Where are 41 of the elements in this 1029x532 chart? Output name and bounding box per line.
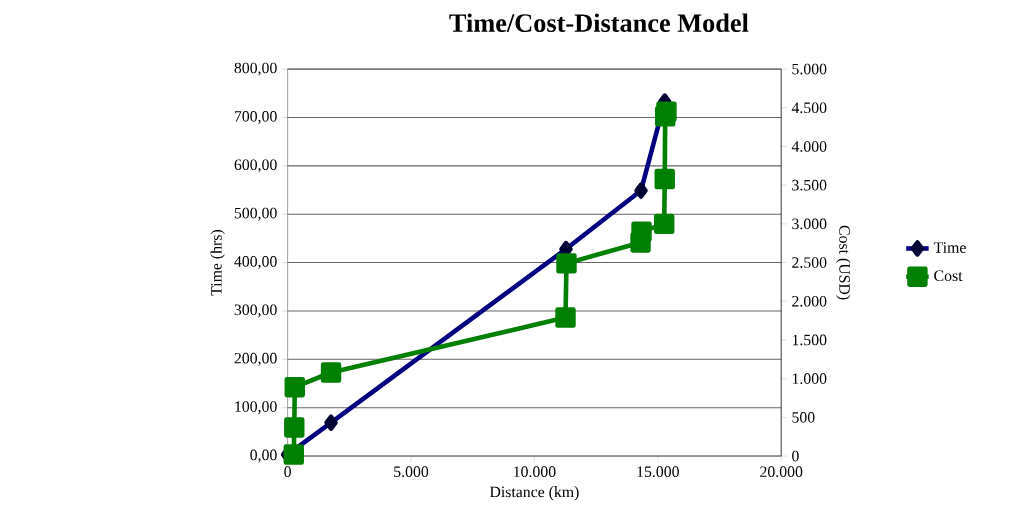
x-tick-label: 0 <box>284 466 291 477</box>
x-tick-label: 10.000 <box>514 466 556 478</box>
x-tick-label: 20.000 <box>760 466 803 478</box>
y-tick-label: 0,00 <box>250 449 277 463</box>
y-tick-label: 100,00 <box>235 401 277 415</box>
point <box>654 168 675 190</box>
y-tick-label: 200,00 <box>234 352 277 366</box>
legend-label: Cost <box>934 270 963 282</box>
y2-tick-label: 2.000 <box>792 295 827 307</box>
point <box>555 307 576 328</box>
y-axis-title: Time (hrs) <box>210 229 225 296</box>
x-tick-label: 15.000 <box>637 466 679 478</box>
y2-tick-label: 0 <box>792 450 799 462</box>
y2-tick-label: 1.500 <box>792 334 827 346</box>
y2-tick-label: 3.000 <box>792 218 827 230</box>
chart-title: Time/Cost-Distance Model <box>449 13 749 32</box>
point <box>283 444 304 465</box>
x-axis-title: Distance (km) <box>489 486 579 501</box>
y-tick-label: 600,00 <box>234 159 277 173</box>
y2-axis-title: Cost (USD) <box>836 225 851 300</box>
legend-label: Time <box>933 242 966 253</box>
point <box>654 213 675 235</box>
y-tick-label: 700,00 <box>234 110 277 124</box>
y2-tick-label: 5.000 <box>792 63 827 75</box>
y2-tick-label: 1.000 <box>792 373 827 384</box>
point <box>656 101 677 122</box>
y2-tick-label: 3.500 <box>792 179 827 191</box>
x-tick-label: 5.000 <box>394 466 429 478</box>
point <box>631 221 652 242</box>
point <box>284 376 305 398</box>
y-tick-label: 500,00 <box>234 207 277 221</box>
y-tick-label: 800,00 <box>234 62 277 76</box>
point <box>284 417 305 438</box>
y-tick-label: 400,00 <box>234 256 277 270</box>
point <box>556 253 577 274</box>
y-tick-label: 300,00 <box>234 304 277 318</box>
y2-tick-label: 2.500 <box>792 257 827 268</box>
y2-tick-label: 4.500 <box>791 102 827 114</box>
y2-tick-label: 4.000 <box>791 141 827 152</box>
point <box>320 362 342 383</box>
y2-tick-label: 500 <box>792 412 815 423</box>
